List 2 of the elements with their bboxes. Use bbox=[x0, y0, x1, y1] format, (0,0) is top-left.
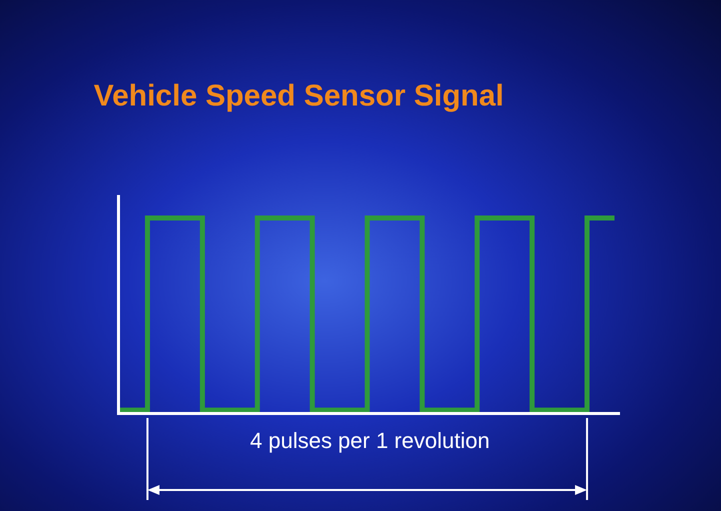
chart-title: Vehicle Speed Sensor Signal bbox=[94, 80, 504, 112]
text: 4 pulses per 1 revolution bbox=[250, 428, 490, 453]
